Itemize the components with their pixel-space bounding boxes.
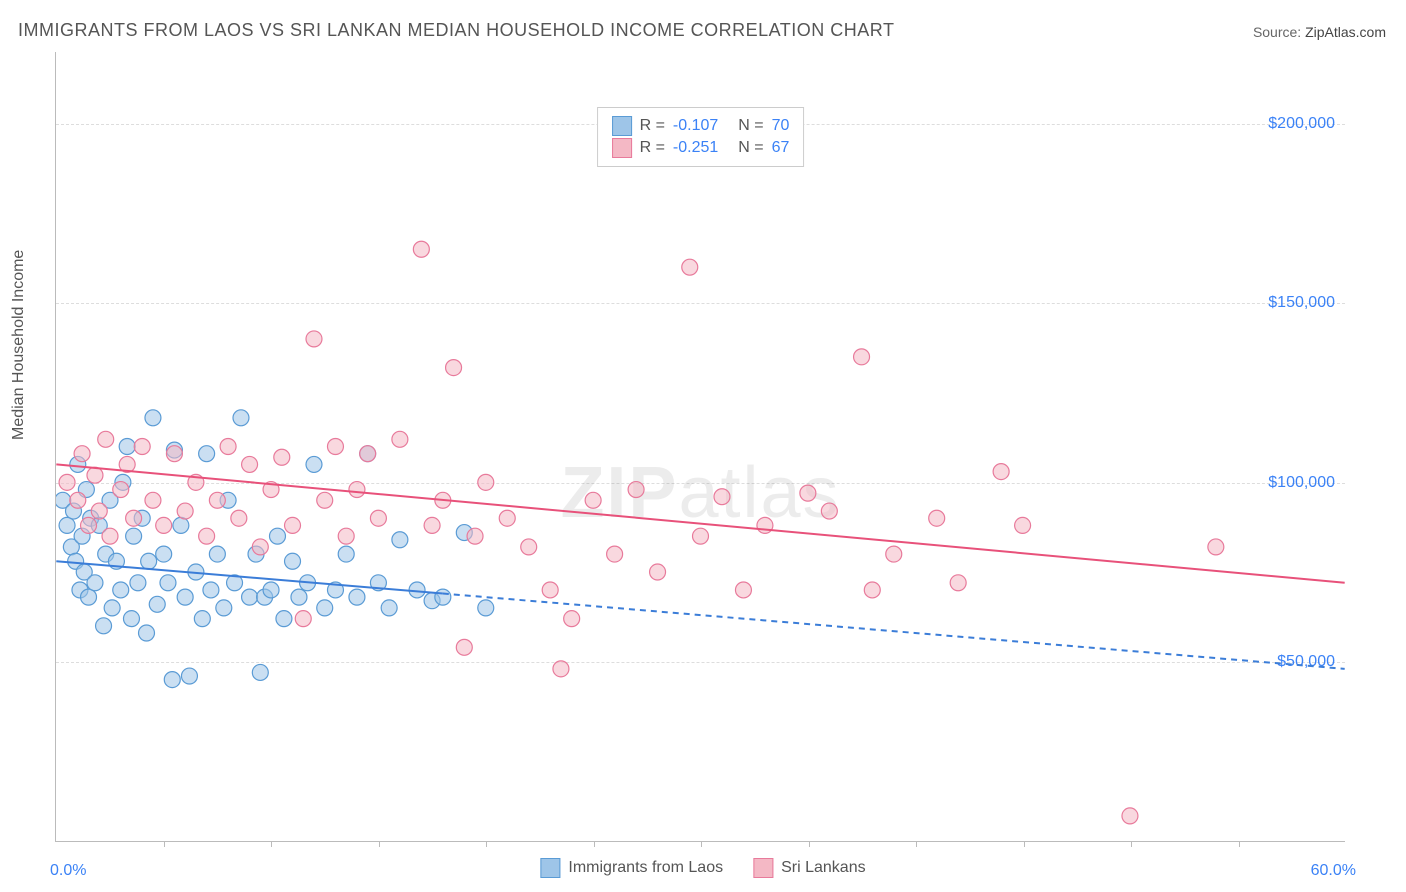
- source-value: ZipAtlas.com: [1305, 24, 1386, 40]
- swatch-series-1: [612, 116, 632, 136]
- stats-r-label: R =: [640, 117, 665, 135]
- y-tick-label: $100,000: [1268, 474, 1335, 492]
- y-axis-label: Median Household Income: [10, 250, 28, 440]
- swatch-series-2: [612, 138, 632, 158]
- legend-label-1: Immigrants from Laos: [568, 859, 723, 877]
- legend-item-1: Immigrants from Laos: [540, 858, 723, 878]
- y-tick-label: $50,000: [1277, 653, 1335, 671]
- plot-area: ZIPatlas R = -0.107 N = 70 R = -0.251 N …: [55, 52, 1345, 842]
- bottom-legend: Immigrants from Laos Sri Lankans: [540, 858, 865, 878]
- source-attribution: Source: ZipAtlas.com: [1253, 24, 1386, 40]
- watermark-zip: ZIP: [560, 453, 678, 533]
- x-axis-max-label: 60.0%: [1311, 862, 1356, 880]
- stats-n-value-1: 70: [772, 117, 790, 135]
- scatter-svg: [56, 52, 1345, 841]
- stats-row-2: R = -0.251 N = 67: [612, 138, 790, 158]
- legend-swatch-1: [540, 858, 560, 878]
- x-axis-min-label: 0.0%: [50, 862, 86, 880]
- legend-label-2: Sri Lankans: [781, 859, 866, 877]
- y-tick-label: $150,000: [1268, 294, 1335, 312]
- stats-row-1: R = -0.107 N = 70: [612, 116, 790, 136]
- stats-r-value-1: -0.107: [673, 117, 718, 135]
- source-label: Source:: [1253, 24, 1305, 40]
- stats-n-label: N =: [738, 117, 763, 135]
- stats-n-label: N =: [738, 139, 763, 157]
- stats-legend-box: R = -0.107 N = 70 R = -0.251 N = 67: [597, 107, 805, 167]
- legend-item-2: Sri Lankans: [753, 858, 866, 878]
- stats-r-value-2: -0.251: [673, 139, 718, 157]
- y-tick-label: $200,000: [1268, 115, 1335, 133]
- stats-n-value-2: 67: [772, 139, 790, 157]
- watermark: ZIPatlas: [560, 452, 840, 534]
- stats-r-label: R =: [640, 139, 665, 157]
- watermark-atlas: atlas: [678, 453, 840, 533]
- legend-swatch-2: [753, 858, 773, 878]
- chart-title: IMMIGRANTS FROM LAOS VS SRI LANKAN MEDIA…: [18, 20, 894, 41]
